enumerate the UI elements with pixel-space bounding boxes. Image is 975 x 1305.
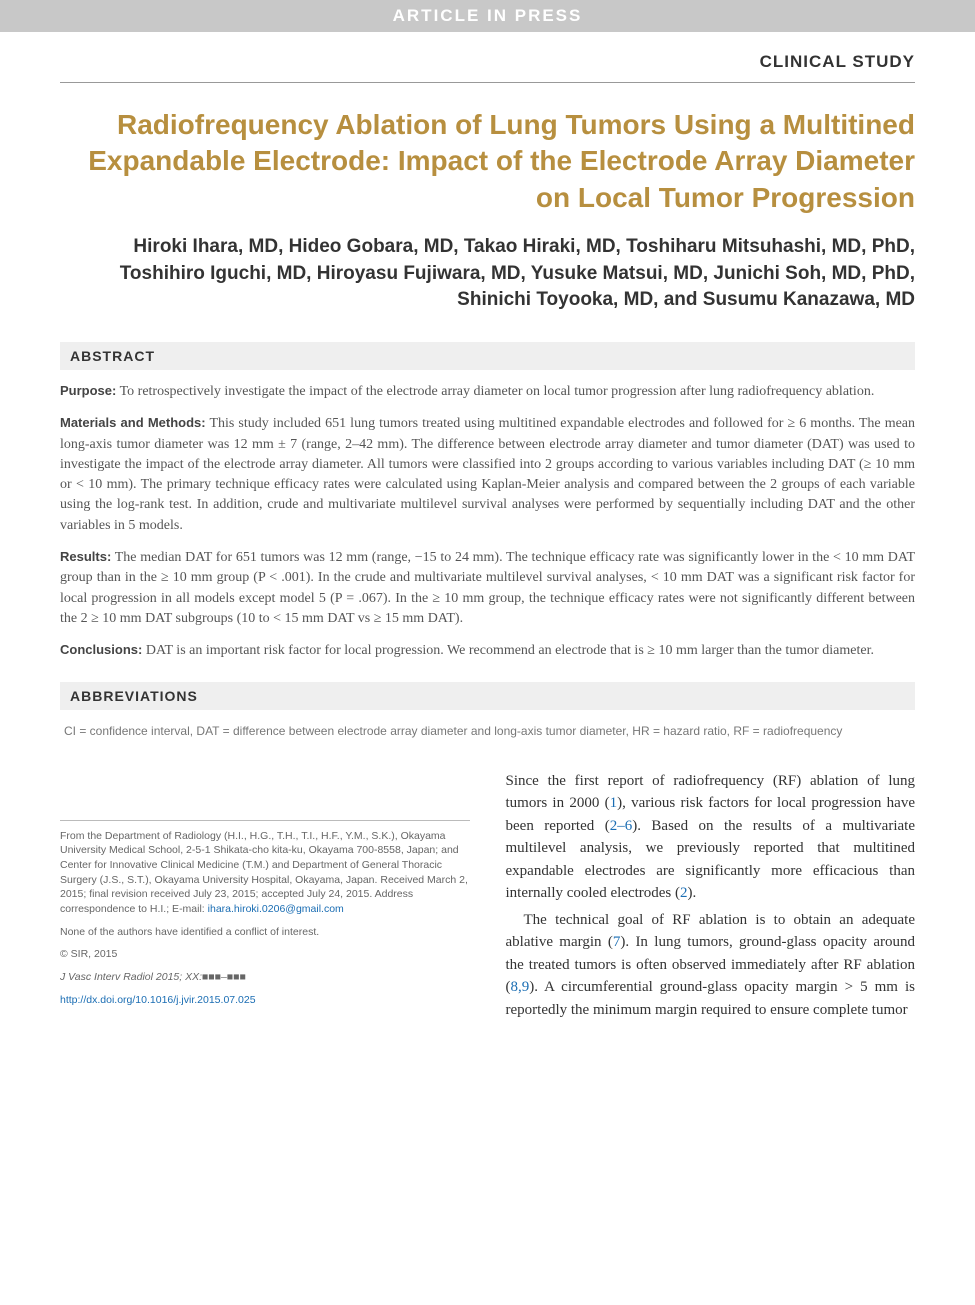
conclusions-label: Conclusions:	[60, 642, 142, 657]
purpose-label: Purpose:	[60, 383, 116, 398]
abstract-methods: Materials and Methods: This study includ…	[60, 414, 915, 536]
study-type-label: CLINICAL STUDY	[60, 52, 915, 83]
ref-link-1[interactable]: 1	[610, 795, 618, 811]
abstract-heading: ABSTRACT	[60, 342, 915, 370]
author-list: Hiroki Ihara, MD, Hideo Gobara, MD, Taka…	[60, 234, 915, 314]
results-text: The median DAT for 651 tumors was 12 mm …	[60, 550, 915, 626]
page-content: CLINICAL STUDY Radiofrequency Ablation o…	[0, 32, 975, 1065]
abstract-purpose: Purpose: To retrospectively investigate …	[60, 382, 915, 402]
affiliation-footnote: From the Department of Radiology (H.I., …	[60, 829, 470, 917]
footnote-block: From the Department of Radiology (H.I., …	[60, 820, 470, 1008]
left-column: From the Department of Radiology (H.I., …	[60, 770, 470, 1026]
purpose-text: To retrospectively investigate the impac…	[116, 384, 874, 399]
abbreviations-text: CI = confidence interval, DAT = differen…	[60, 722, 915, 740]
p1-text-d: ).	[688, 885, 697, 901]
abstract-block: Purpose: To retrospectively investigate …	[60, 382, 915, 662]
article-title: Radiofrequency Ablation of Lung Tumors U…	[60, 107, 915, 216]
two-column-body: From the Department of Radiology (H.I., …	[60, 770, 915, 1026]
correspondence-email[interactable]: ihara.hiroki.0206@gmail.com	[208, 903, 344, 915]
results-label: Results:	[60, 549, 111, 564]
ref-link-8-9[interactable]: 8,9	[511, 979, 530, 995]
ref-link-2-6[interactable]: 2–6	[610, 818, 633, 834]
conflict-of-interest: None of the authors have identified a co…	[60, 925, 470, 940]
conclusions-text: DAT is an important risk factor for loca…	[142, 643, 874, 658]
ref-link-2[interactable]: 2	[680, 885, 688, 901]
abstract-conclusions: Conclusions: DAT is an important risk fa…	[60, 641, 915, 661]
p2-text-c: ). A circumferential ground-glass opacit…	[506, 979, 916, 1018]
doi-link[interactable]: http://dx.doi.org/10.1016/j.jvir.2015.07…	[60, 993, 470, 1008]
body-paragraph-2: The technical goal of RF ablation is to …	[506, 909, 916, 1022]
copyright-notice: © SIR, 2015	[60, 947, 470, 962]
abstract-results: Results: The median DAT for 651 tumors w…	[60, 548, 915, 629]
body-paragraph-1: Since the first report of radiofrequency…	[506, 770, 916, 905]
methods-text: This study included 651 lung tumors trea…	[60, 416, 915, 532]
right-column: Since the first report of radiofrequency…	[506, 770, 916, 1026]
article-in-press-banner: ARTICLE IN PRESS	[0, 0, 975, 32]
abbreviations-heading: ABBREVIATIONS	[60, 682, 915, 710]
methods-label: Materials and Methods:	[60, 415, 206, 430]
journal-citation: J Vasc Interv Radiol 2015; XX:■■■–■■■	[60, 970, 470, 985]
